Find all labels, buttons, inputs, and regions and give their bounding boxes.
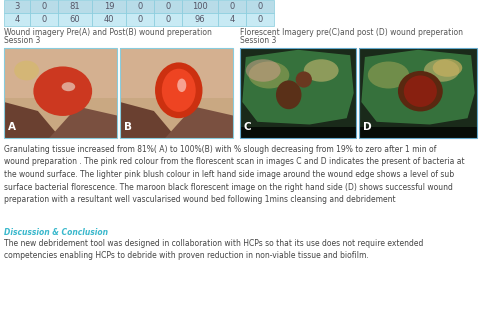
Ellipse shape bbox=[367, 62, 408, 89]
Polygon shape bbox=[242, 50, 353, 124]
Text: 60: 60 bbox=[70, 15, 80, 24]
Bar bbox=[30, 0, 58, 13]
Text: 4: 4 bbox=[14, 15, 20, 24]
Polygon shape bbox=[4, 102, 60, 138]
Bar bbox=[245, 13, 274, 26]
Text: 0: 0 bbox=[137, 2, 143, 11]
Bar bbox=[126, 13, 154, 26]
Text: A: A bbox=[8, 122, 16, 132]
Text: Wound imagery Pre(A) and Post(B) wound preperation: Wound imagery Pre(A) and Post(B) wound p… bbox=[4, 28, 211, 37]
Text: 19: 19 bbox=[104, 2, 114, 11]
Bar bbox=[240, 127, 355, 138]
Text: 0: 0 bbox=[137, 15, 143, 24]
Bar bbox=[358, 48, 476, 138]
Text: 3: 3 bbox=[14, 2, 20, 11]
Text: 4: 4 bbox=[229, 15, 234, 24]
Ellipse shape bbox=[423, 59, 458, 82]
Ellipse shape bbox=[432, 59, 461, 77]
Ellipse shape bbox=[155, 63, 202, 118]
Bar bbox=[181, 13, 217, 26]
Ellipse shape bbox=[248, 62, 288, 89]
Bar bbox=[240, 48, 355, 138]
Text: Florescent Imagery pre(C)and post (D) wound preperation: Florescent Imagery pre(C)and post (D) wo… bbox=[240, 28, 462, 37]
Bar bbox=[120, 48, 232, 98]
Text: Session 3: Session 3 bbox=[240, 36, 276, 45]
Bar bbox=[30, 13, 58, 26]
Polygon shape bbox=[360, 50, 474, 124]
Polygon shape bbox=[165, 106, 232, 138]
Text: The new debridement tool was designed in collaboration with HCPs so that its use: The new debridement tool was designed in… bbox=[4, 239, 422, 261]
Text: 100: 100 bbox=[192, 2, 207, 11]
Bar bbox=[4, 13, 30, 26]
Text: 96: 96 bbox=[194, 15, 205, 24]
Bar bbox=[217, 13, 245, 26]
Text: B: B bbox=[124, 122, 132, 132]
Bar bbox=[154, 0, 181, 13]
Ellipse shape bbox=[276, 81, 301, 109]
Polygon shape bbox=[120, 102, 176, 138]
Ellipse shape bbox=[161, 69, 195, 112]
Bar bbox=[92, 0, 126, 13]
Bar bbox=[126, 0, 154, 13]
Ellipse shape bbox=[295, 72, 311, 88]
Ellipse shape bbox=[14, 61, 39, 81]
Bar bbox=[92, 13, 126, 26]
Text: Discussion & Conclusion: Discussion & Conclusion bbox=[4, 228, 108, 237]
Text: 81: 81 bbox=[70, 2, 80, 11]
Bar bbox=[181, 0, 217, 13]
Bar bbox=[154, 13, 181, 26]
Bar bbox=[4, 48, 117, 138]
Ellipse shape bbox=[177, 79, 186, 92]
Text: 40: 40 bbox=[104, 15, 114, 24]
Bar bbox=[120, 48, 232, 138]
Ellipse shape bbox=[245, 59, 280, 82]
Text: 0: 0 bbox=[257, 2, 262, 11]
Bar bbox=[120, 48, 232, 138]
Bar bbox=[358, 127, 476, 138]
Bar bbox=[4, 48, 117, 138]
Ellipse shape bbox=[303, 59, 338, 82]
Text: D: D bbox=[362, 122, 371, 132]
Ellipse shape bbox=[33, 67, 92, 116]
Bar bbox=[4, 48, 117, 98]
Polygon shape bbox=[49, 106, 117, 138]
Text: C: C bbox=[243, 122, 251, 132]
Text: 0: 0 bbox=[165, 15, 170, 24]
Text: 0: 0 bbox=[165, 2, 170, 11]
Text: 0: 0 bbox=[41, 15, 47, 24]
Ellipse shape bbox=[403, 76, 436, 107]
Text: Session 3: Session 3 bbox=[4, 36, 40, 45]
Bar bbox=[58, 0, 92, 13]
Text: Granulating tissue increased from 81%( A) to 100%(B) with % slough decreasing fr: Granulating tissue increased from 81%( A… bbox=[4, 145, 464, 204]
Bar bbox=[4, 0, 30, 13]
Text: 0: 0 bbox=[229, 2, 234, 11]
Text: 0: 0 bbox=[41, 2, 47, 11]
Bar bbox=[245, 0, 274, 13]
Text: 0: 0 bbox=[257, 15, 262, 24]
Ellipse shape bbox=[397, 71, 442, 111]
Bar bbox=[358, 48, 476, 138]
Bar bbox=[58, 13, 92, 26]
Ellipse shape bbox=[61, 82, 75, 91]
Bar bbox=[217, 0, 245, 13]
Bar bbox=[240, 48, 355, 138]
